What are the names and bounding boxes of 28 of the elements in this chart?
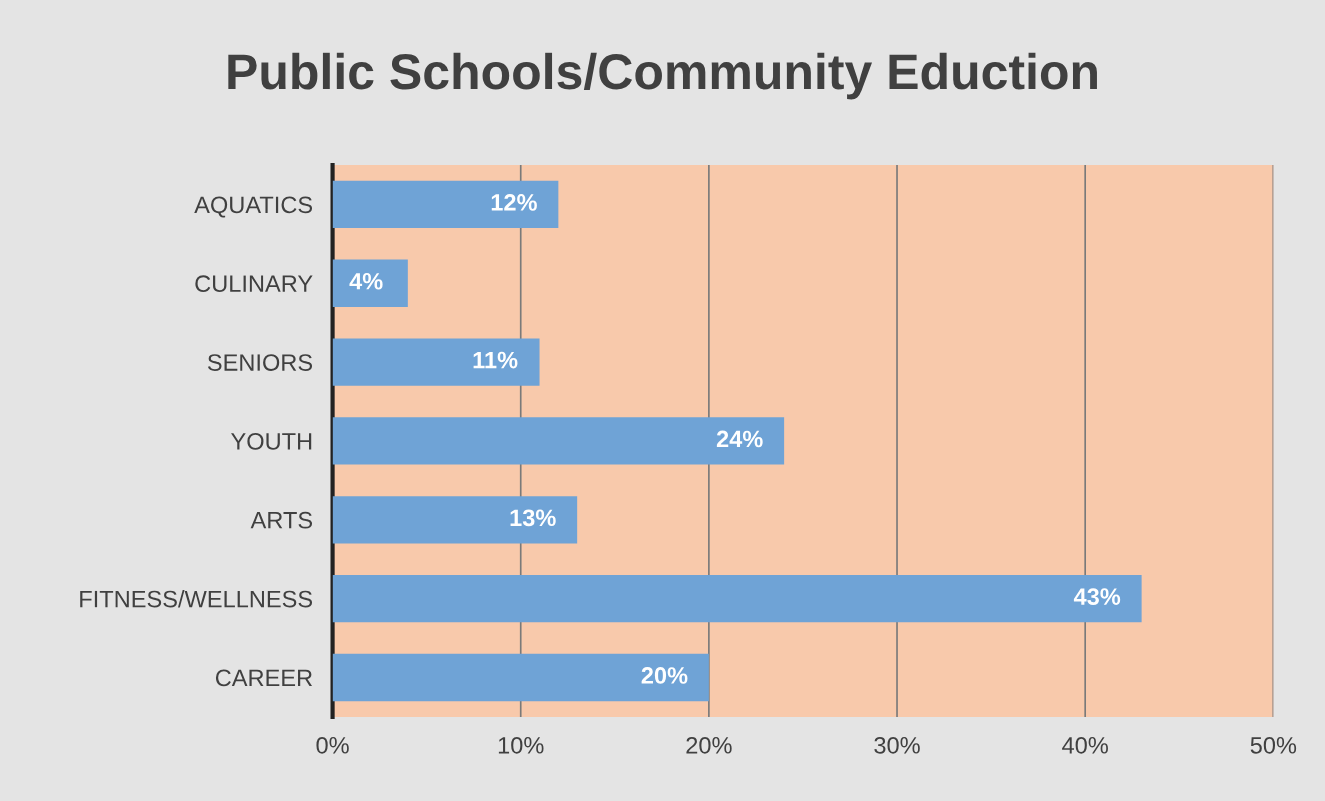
x-tick-label: 30% [874, 736, 920, 754]
data-label: 20% [641, 667, 688, 684]
bar [332, 338, 540, 386]
data-label: 4% [349, 272, 383, 290]
data-label: 43% [1073, 588, 1121, 605]
y-tick-label: CAREER [215, 669, 313, 687]
y-tick-label: SENIORS [207, 354, 313, 371]
data-label: 12% [491, 194, 537, 211]
bar [332, 653, 709, 702]
y-tick-label: AQUATICS [194, 196, 313, 218]
chart-title: Public Schools/Community Eduction [228, 52, 1097, 100]
y-tick-label: YOUTH [231, 433, 312, 450]
x-tick-label: 40% [1062, 736, 1108, 754]
x-tick-label: 50% [1250, 736, 1297, 754]
x-tick-label: 0% [316, 736, 349, 754]
bar [332, 417, 785, 465]
data-label: 24% [716, 430, 763, 448]
data-label: 11% [473, 351, 518, 369]
x-tick-label: 20% [686, 736, 732, 754]
y-tick-label: ARTS [250, 511, 313, 529]
bar [332, 496, 578, 544]
data-label: 13% [510, 509, 556, 527]
y-tick-label: CULINARY [195, 275, 313, 293]
x-tick-label: 10% [498, 736, 544, 754]
bar [332, 259, 408, 307]
bar [332, 180, 559, 229]
y-tick-label: FITNESS/WELLNESS [80, 590, 313, 608]
bar [332, 574, 1142, 623]
